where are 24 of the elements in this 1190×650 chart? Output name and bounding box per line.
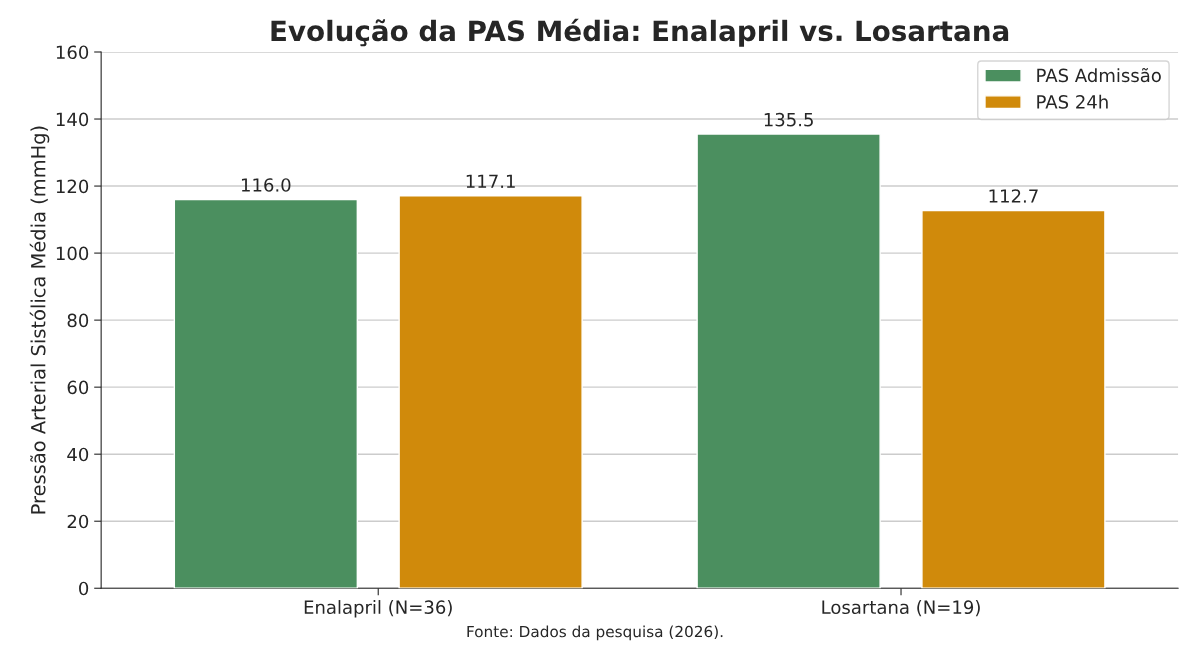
y-tick-label: 40 [67, 447, 89, 462]
data-label: 117.1 [466, 174, 515, 188]
y-axis-title: Pressão Arterial Sistólica Média (mmHg) [29, 126, 50, 514]
y-tick-label: 100 [56, 246, 89, 261]
bar [696, 133, 881, 589]
y-tick-label: 60 [67, 380, 89, 395]
y-tick-label: 160 [56, 45, 89, 60]
data-label: 116.0 [241, 178, 291, 192]
x-tick-label: Enalapril (N=36) [304, 600, 452, 618]
bar [921, 209, 1106, 589]
legend-label: PAS Admissão [1037, 67, 1161, 83]
y-tick-label: 0 [79, 581, 89, 596]
data-label: 135.5 [764, 112, 813, 127]
chart-title: Evolução da PAS Média: Enalapril vs. Losartana [271, 18, 1009, 47]
data-label: 112.7 [989, 189, 1038, 203]
bar [173, 198, 359, 589]
source-note: Fonte: Dados da pesquisa (2026). [467, 625, 723, 641]
y-tick-label: 20 [67, 514, 89, 529]
y-tick-label: 80 [67, 313, 89, 328]
bar [398, 195, 583, 589]
y-tick-label: 120 [56, 179, 89, 194]
x-tick-label: Losartana (N=19) [822, 600, 980, 617]
y-tick-label: 140 [56, 112, 89, 127]
legend-label: PAS 24h [1037, 94, 1108, 109]
